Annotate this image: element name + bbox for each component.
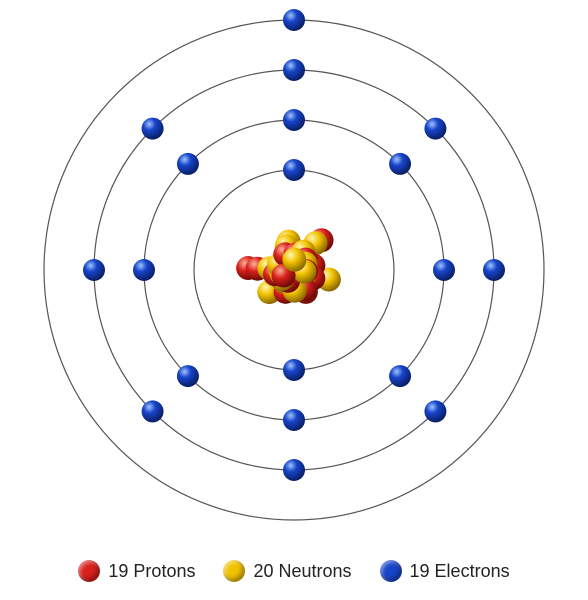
electron: [83, 259, 105, 281]
electron-icon: [380, 560, 402, 582]
electron: [424, 400, 446, 422]
electron: [142, 400, 164, 422]
legend-label-electrons: 19 Electrons: [410, 561, 510, 582]
electron: [177, 365, 199, 387]
electron: [389, 153, 411, 175]
electron: [424, 118, 446, 140]
neutron-icon: [223, 560, 245, 582]
electron: [283, 159, 305, 181]
electron: [283, 459, 305, 481]
electron: [483, 259, 505, 281]
electron: [283, 359, 305, 381]
electron: [283, 9, 305, 31]
electron: [389, 365, 411, 387]
electron: [133, 259, 155, 281]
atom-svg: [0, 0, 588, 600]
atom-diagram: 19 Protons 20 Neutrons 19 Electrons: [0, 0, 588, 600]
electron: [142, 118, 164, 140]
electron: [283, 409, 305, 431]
electron: [283, 109, 305, 131]
neutron: [282, 248, 306, 272]
legend-label-protons: 19 Protons: [108, 561, 195, 582]
nucleus: [236, 228, 341, 304]
legend-item-electrons: 19 Electrons: [380, 560, 510, 582]
electron: [177, 153, 199, 175]
legend-label-neutrons: 20 Neutrons: [253, 561, 351, 582]
electron: [283, 59, 305, 81]
proton-icon: [78, 560, 100, 582]
legend: 19 Protons 20 Neutrons 19 Electrons: [0, 560, 588, 582]
legend-item-neutrons: 20 Neutrons: [223, 560, 351, 582]
electron: [433, 259, 455, 281]
legend-item-protons: 19 Protons: [78, 560, 195, 582]
